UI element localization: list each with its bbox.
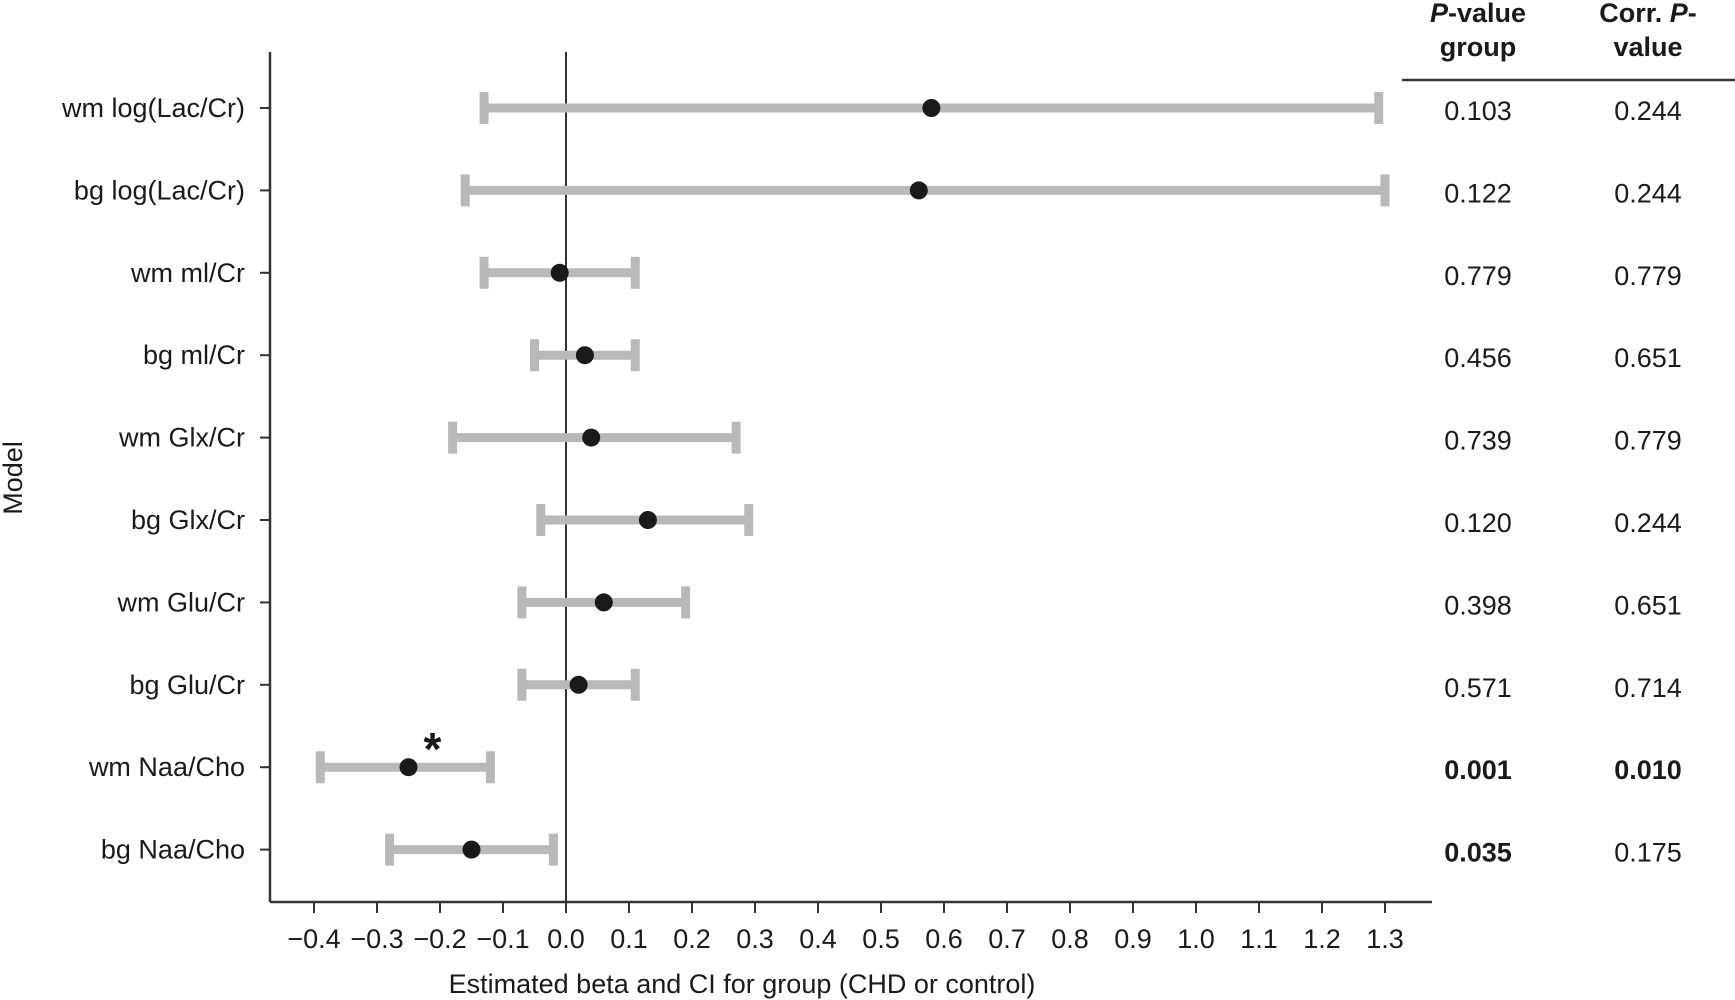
x-tick-label: 1.1 <box>1240 924 1278 954</box>
point-estimate <box>575 346 594 365</box>
point-estimate <box>399 758 418 777</box>
model-row: wm ml/Cr 0.779 0.779 <box>130 256 1682 291</box>
corr-p-value: 0.244 <box>1614 178 1682 208</box>
x-tick-label: 0.0 <box>547 924 585 954</box>
p-value-group: 0.571 <box>1444 673 1512 703</box>
model-row: wm log(Lac/Cr) 0.103 0.244 <box>61 92 1682 126</box>
point-estimate <box>569 675 588 694</box>
header-corr-p-line2: value <box>1613 32 1682 62</box>
corr-p-value: 0.244 <box>1614 96 1682 126</box>
header-p-value-group-line2: group <box>1440 32 1516 62</box>
model-row: bg Naa/Cho 0.035 0.175 <box>101 833 1682 868</box>
p-value-group: 0.120 <box>1444 508 1512 538</box>
header-p-value-group-line1: P-value <box>1430 0 1526 28</box>
p-value-group: 0.456 <box>1444 343 1512 373</box>
p-value-group: 0.122 <box>1444 178 1512 208</box>
corr-p-value: 0.175 <box>1614 838 1682 868</box>
table-headers: P-value group Corr. P-value <box>1402 0 1735 82</box>
point-estimate <box>922 99 941 117</box>
model-label: wm ml/Cr <box>130 258 245 288</box>
p-value-group: 0.779 <box>1444 261 1512 291</box>
corr-p-value: 0.714 <box>1614 673 1682 703</box>
x-tick-label: 0.6 <box>925 924 963 954</box>
model-row: wm Glx/Cr 0.739 0.779 <box>118 421 1682 456</box>
model-label: bg Glu/Cr <box>129 670 245 700</box>
x-tick-label: 0.5 <box>862 924 900 954</box>
x-tick-label: 0.8 <box>1051 924 1089 954</box>
model-row: bg Glx/Cr 0.120 0.244 <box>131 504 1682 538</box>
x-tick-label: −0.2 <box>413 924 466 954</box>
point-estimate <box>462 840 481 859</box>
forest-rows: wm log(Lac/Cr) 0.103 0.244 bg log(Lac/Cr) 0.… <box>61 92 1682 868</box>
x-tick-label: −0.4 <box>287 924 340 954</box>
x-tick-label: 0.9 <box>1114 924 1152 954</box>
x-tick-label: −0.1 <box>476 924 529 954</box>
p-value-group: 0.398 <box>1444 590 1512 620</box>
x-tick-label: −0.3 <box>350 924 403 954</box>
p-value-group: 0.739 <box>1444 426 1512 456</box>
point-estimate <box>909 181 928 200</box>
significance-marker: * <box>424 723 442 775</box>
corr-p-value: 0.779 <box>1614 261 1682 291</box>
header-corr-p-line1: Corr. P- <box>1599 0 1697 28</box>
x-tick-label: 0.4 <box>799 924 837 954</box>
x-tick-label: 0.3 <box>736 924 774 954</box>
model-row: bg ml/Cr 0.456 0.651 <box>143 339 1682 373</box>
p-value-group: 0.001 <box>1444 755 1512 785</box>
model-row: wm Glu/Cr 0.398 0.651 <box>117 586 1682 620</box>
y-axis-title: Model <box>0 441 28 515</box>
x-tick-label: 0.2 <box>673 924 711 954</box>
p-value-group: 0.103 <box>1444 96 1512 126</box>
x-tick-label: 1.0 <box>1177 924 1215 954</box>
point-estimate <box>594 593 613 612</box>
x-tick-label: 1.3 <box>1366 924 1404 954</box>
model-label: wm log(Lac/Cr) <box>61 93 245 123</box>
corr-p-value: 0.779 <box>1614 426 1682 456</box>
model-label: bg Naa/Cho <box>101 835 245 865</box>
corr-p-value: 0.651 <box>1614 590 1682 620</box>
point-estimate <box>582 428 601 447</box>
model-label: wm Naa/Cho <box>88 752 245 782</box>
x-axis-title: Estimated beta and CI for group (CHD or … <box>449 969 1036 999</box>
model-label: wm Glu/Cr <box>117 587 246 617</box>
corr-p-value: 0.010 <box>1614 755 1682 785</box>
point-estimate <box>638 511 657 529</box>
model-label: bg ml/Cr <box>143 340 245 370</box>
model-row: bg log(Lac/Cr) 0.122 0.244 <box>74 174 1682 208</box>
p-value-group: 0.035 <box>1444 838 1512 868</box>
point-estimate <box>550 263 569 282</box>
x-tick-label: 0.1 <box>610 924 648 954</box>
corr-p-value: 0.651 <box>1614 343 1682 373</box>
model-label: bg log(Lac/Cr) <box>74 175 245 205</box>
model-label: bg Glx/Cr <box>131 505 245 535</box>
corr-p-value: 0.244 <box>1614 508 1682 538</box>
model-row: bg Glu/Cr 0.571 0.714 <box>129 668 1682 703</box>
x-tick-label: 1.2 <box>1303 924 1341 954</box>
model-label: wm Glx/Cr <box>118 423 245 453</box>
x-tick-label: 0.7 <box>988 924 1026 954</box>
axes <box>268 52 1432 904</box>
model-row: wm Naa/Cho * 0.001 0.010 <box>88 723 1682 785</box>
x-ticks: −0.4 −0.3 −0.2 −0.1 0.0 0.1 0.2 0.3 0.4 0.5 0.6 0.7… <box>287 902 1404 954</box>
